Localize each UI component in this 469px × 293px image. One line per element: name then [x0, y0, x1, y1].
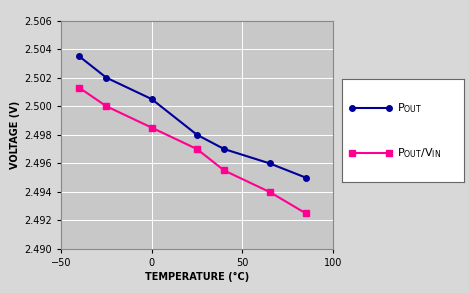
X-axis label: TEMPERATURE (°C): TEMPERATURE (°C) — [145, 272, 249, 282]
Y-axis label: VOLTAGE (V): VOLTAGE (V) — [10, 101, 20, 169]
Text: P$_{\mathregular{OUT}}$: P$_{\mathregular{OUT}}$ — [397, 101, 423, 115]
Text: P$_{\mathregular{OUT}}$/V$_{\mathregular{IN}}$: P$_{\mathregular{OUT}}$/V$_{\mathregular… — [397, 146, 441, 160]
